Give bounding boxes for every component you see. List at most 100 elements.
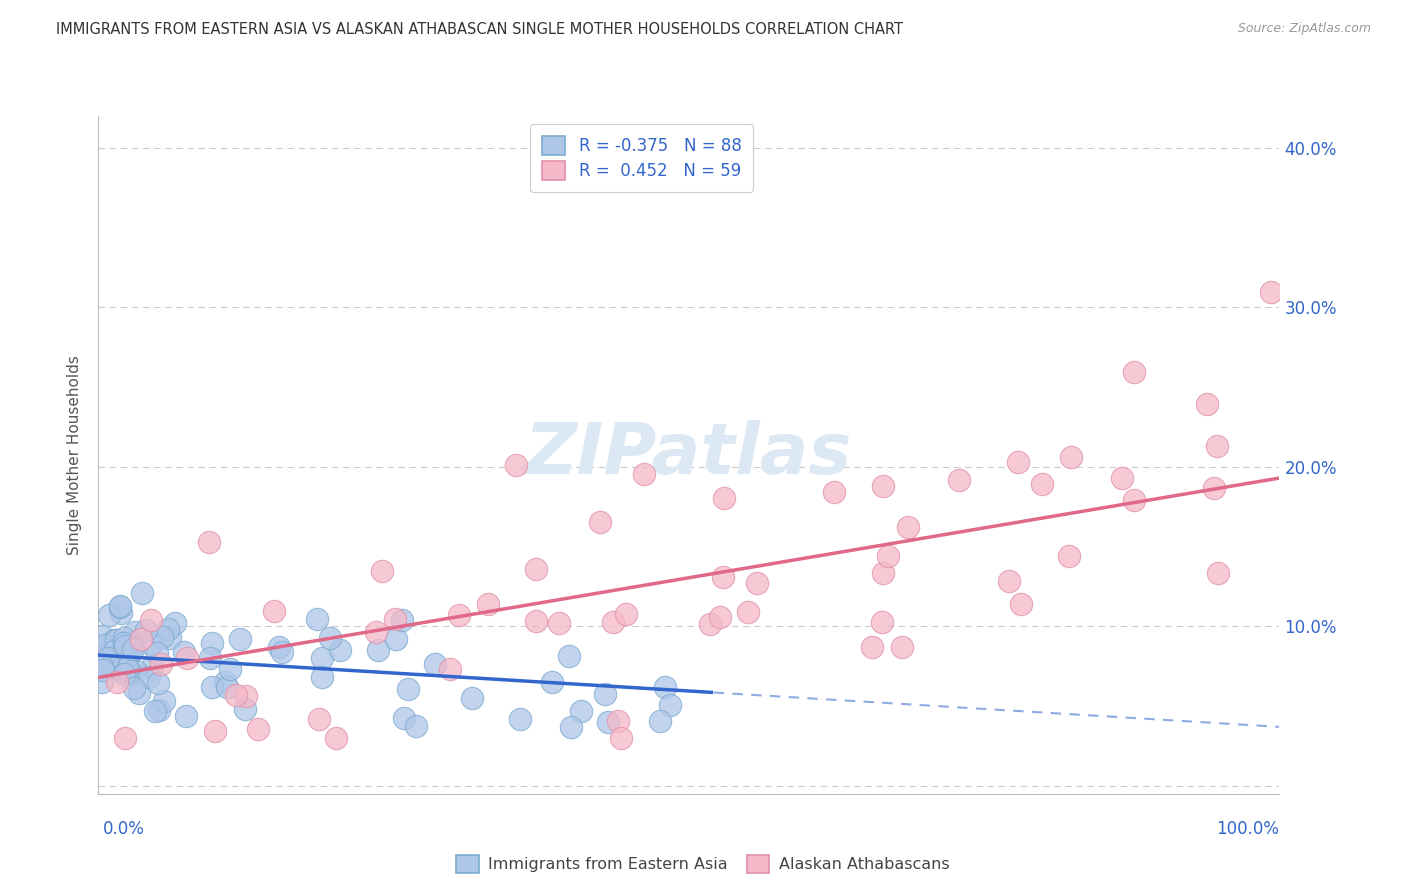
Point xyxy=(201,635,224,649)
Text: 0.0%: 0.0% xyxy=(103,820,145,838)
Text: 100.0%: 100.0% xyxy=(1216,820,1279,838)
Point xyxy=(509,712,531,726)
Point xyxy=(91,664,114,678)
Point xyxy=(659,698,682,712)
Point xyxy=(439,662,461,676)
Point xyxy=(524,614,547,628)
Point xyxy=(308,712,330,726)
Point xyxy=(589,516,612,530)
Point xyxy=(135,624,157,638)
Point xyxy=(477,598,499,612)
Point xyxy=(122,642,145,657)
Point xyxy=(103,633,125,648)
Point xyxy=(173,645,195,659)
Point xyxy=(1260,285,1282,299)
Point xyxy=(225,688,247,702)
Point xyxy=(115,652,138,666)
Point xyxy=(711,570,734,584)
Point xyxy=(540,675,562,690)
Point xyxy=(103,655,125,669)
Point xyxy=(593,687,616,701)
Point xyxy=(122,639,145,653)
Point xyxy=(117,666,139,681)
Point xyxy=(524,562,547,576)
Point xyxy=(311,670,333,684)
Point xyxy=(128,686,150,700)
Text: ZIPatlas: ZIPatlas xyxy=(526,420,852,490)
Point xyxy=(143,704,166,718)
Point xyxy=(1123,365,1146,379)
Point xyxy=(747,575,769,590)
Point xyxy=(165,615,187,630)
Point xyxy=(176,651,198,665)
Point xyxy=(138,670,160,684)
Point xyxy=(449,607,471,622)
Point xyxy=(91,649,114,664)
Point xyxy=(112,667,135,681)
Point xyxy=(148,676,170,690)
Point xyxy=(120,667,142,681)
Point xyxy=(461,691,484,706)
Point xyxy=(891,640,914,654)
Point xyxy=(823,484,845,499)
Point xyxy=(131,586,153,600)
Point xyxy=(371,564,394,578)
Point xyxy=(139,637,162,651)
Point xyxy=(146,646,169,660)
Point xyxy=(709,609,731,624)
Point xyxy=(877,549,900,563)
Point xyxy=(271,645,294,659)
Point xyxy=(384,632,406,646)
Point xyxy=(398,681,420,696)
Point xyxy=(100,658,122,673)
Point xyxy=(1057,549,1080,563)
Point xyxy=(392,711,415,725)
Point xyxy=(200,651,222,665)
Point xyxy=(606,714,628,728)
Point xyxy=(97,651,120,665)
Point xyxy=(174,709,197,723)
Point xyxy=(112,632,135,646)
Point xyxy=(998,574,1021,589)
Point xyxy=(633,467,655,482)
Point xyxy=(1007,455,1029,469)
Point xyxy=(737,605,759,619)
Point xyxy=(713,491,735,506)
Point xyxy=(118,663,141,677)
Point xyxy=(547,615,569,630)
Point xyxy=(329,642,352,657)
Point xyxy=(114,655,136,669)
Point xyxy=(204,723,226,738)
Point xyxy=(558,648,581,663)
Point xyxy=(110,599,132,614)
Point xyxy=(1202,481,1225,495)
Point xyxy=(117,661,139,675)
Point xyxy=(1206,438,1229,452)
Point xyxy=(505,458,527,473)
Point xyxy=(229,632,252,646)
Point xyxy=(112,635,135,649)
Point xyxy=(197,534,219,549)
Legend: Immigrants from Eastern Asia, Alaskan Athabascans: Immigrants from Eastern Asia, Alaskan At… xyxy=(450,848,956,880)
Point xyxy=(131,632,153,646)
Point xyxy=(263,604,285,618)
Point xyxy=(159,632,181,646)
Point xyxy=(311,651,333,665)
Point xyxy=(1111,470,1133,484)
Point xyxy=(948,473,970,487)
Point xyxy=(610,731,633,745)
Point xyxy=(110,606,132,620)
Point xyxy=(367,643,389,657)
Point xyxy=(870,615,893,630)
Point xyxy=(325,731,347,745)
Point xyxy=(699,616,721,631)
Point xyxy=(1031,477,1053,491)
Point xyxy=(108,657,131,672)
Point xyxy=(598,714,620,729)
Text: Source: ZipAtlas.com: Source: ZipAtlas.com xyxy=(1237,22,1371,36)
Point xyxy=(1010,598,1032,612)
Point xyxy=(115,649,138,664)
Point xyxy=(114,640,136,654)
Point xyxy=(98,649,121,664)
Point xyxy=(108,662,131,676)
